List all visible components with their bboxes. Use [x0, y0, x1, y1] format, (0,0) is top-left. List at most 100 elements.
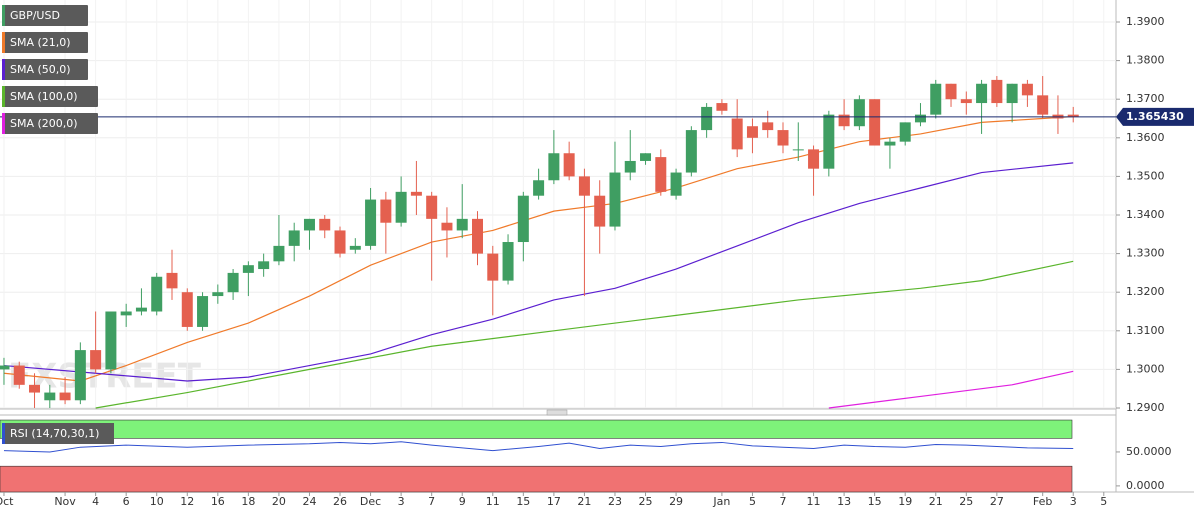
x-tick-label: 12 [180, 495, 194, 508]
candle-body [426, 195, 438, 219]
candle-body [533, 180, 545, 196]
candle-body [242, 265, 254, 273]
legend-item[interactable]: SMA (200,0) [2, 113, 98, 134]
candle-body [563, 153, 575, 177]
x-tick-label: Nov [54, 495, 76, 508]
candle-body [90, 350, 102, 370]
legend-label: SMA (21,0) [10, 36, 71, 49]
legend-swatch [2, 59, 5, 80]
candle-body [303, 218, 315, 231]
x-tick-label: 21 [577, 495, 591, 508]
x-tick-label: 17 [547, 495, 561, 508]
x-tick-label: 7 [780, 495, 787, 508]
candle-body [670, 172, 682, 196]
candle-body [685, 130, 697, 173]
legend-label: SMA (200,0) [10, 117, 78, 130]
candle-body [517, 195, 529, 243]
candle-body [594, 195, 606, 227]
legend-swatch [2, 32, 5, 53]
x-tick-label: Oct [0, 495, 14, 508]
legend-item[interactable]: SMA (100,0) [2, 86, 98, 107]
candle-body [44, 392, 56, 401]
candle-body [258, 261, 270, 270]
candle-body [151, 276, 163, 312]
candle-body [273, 245, 285, 262]
candle-body [746, 126, 758, 138]
x-tick-label: 9 [459, 495, 466, 508]
candle-body [487, 253, 499, 281]
candle-body [410, 191, 422, 196]
legend-swatch [2, 5, 5, 26]
y-tick-label: 1.3900 [1126, 15, 1165, 28]
x-tick-label: Jan [712, 495, 730, 508]
y-tick-label: 1.3100 [1126, 324, 1165, 337]
x-tick-label: 10 [150, 495, 164, 508]
x-tick-label: 21 [929, 495, 943, 508]
candle-body [853, 99, 865, 127]
legend-swatch [2, 423, 5, 444]
candle-body [701, 106, 713, 131]
x-tick-label: 18 [241, 495, 255, 508]
candle-body [914, 114, 926, 123]
candle-body [197, 296, 209, 327]
candle-body [1037, 95, 1049, 115]
y-tick-label: 1.3800 [1126, 54, 1165, 67]
candle-body [762, 122, 774, 131]
x-tick-label: Feb [1033, 495, 1052, 508]
y-tick-label: 1.3300 [1126, 247, 1165, 260]
legend-box [2, 113, 98, 134]
sma-line [95, 260, 1074, 409]
x-tick-label: 23 [608, 495, 622, 508]
candle-body [960, 99, 972, 104]
candle-body [74, 350, 86, 401]
legend-item[interactable]: SMA (21,0) [2, 32, 88, 53]
legend-label: GBP/USD [10, 9, 60, 22]
legend-item[interactable]: RSI (14,70,30,1) [2, 423, 114, 444]
rsi-band [0, 465, 1073, 493]
x-tick-label: 3 [398, 495, 405, 508]
x-tick-label: 19 [898, 495, 912, 508]
x-tick-label: Dec [360, 495, 381, 508]
last-price-tag [1116, 107, 1194, 126]
candle-body [166, 272, 178, 289]
legend-item[interactable]: GBP/USD [2, 5, 88, 26]
legend-box [2, 5, 88, 26]
sma-line [3, 162, 1074, 382]
candle-body [288, 230, 300, 246]
legend-item[interactable]: SMA (50,0) [2, 59, 88, 80]
candle-body [792, 149, 804, 151]
last-price-label: 1.365430 [1126, 110, 1184, 123]
legend-label: RSI (14,70,30,1) [10, 427, 99, 440]
legend-label: SMA (50,0) [10, 63, 71, 76]
candle-body [930, 83, 942, 115]
legend-box [2, 423, 114, 444]
candle-body [1021, 83, 1033, 96]
y-tick-label: 1.3400 [1126, 208, 1165, 221]
x-tick-label: 13 [837, 495, 851, 508]
x-tick-label: 11 [486, 495, 500, 508]
x-tick-label: 3 [1070, 495, 1077, 508]
candle-body [976, 83, 988, 104]
y-tick-label: 50.0000 [1126, 445, 1172, 458]
legend-box [2, 59, 88, 80]
candle-body [808, 149, 820, 169]
resize-handle[interactable] [546, 409, 568, 416]
candle-body [380, 199, 392, 223]
candle-body [441, 222, 453, 231]
x-tick-label: 5 [749, 495, 756, 508]
candle-body [716, 103, 728, 111]
candle-body [823, 114, 835, 169]
legend-swatch [2, 86, 5, 107]
candle-body [899, 122, 911, 142]
legend-box [2, 86, 98, 107]
x-tick-label: 25 [959, 495, 973, 508]
candle-body [991, 79, 1003, 104]
legend-label: SMA (100,0) [10, 90, 78, 103]
candle-body [135, 307, 147, 312]
candle-body [0, 365, 10, 370]
x-tick-label: 24 [302, 495, 316, 508]
x-tick-label: 7 [428, 495, 435, 508]
candle-body [13, 365, 25, 385]
candle-body [212, 292, 224, 297]
